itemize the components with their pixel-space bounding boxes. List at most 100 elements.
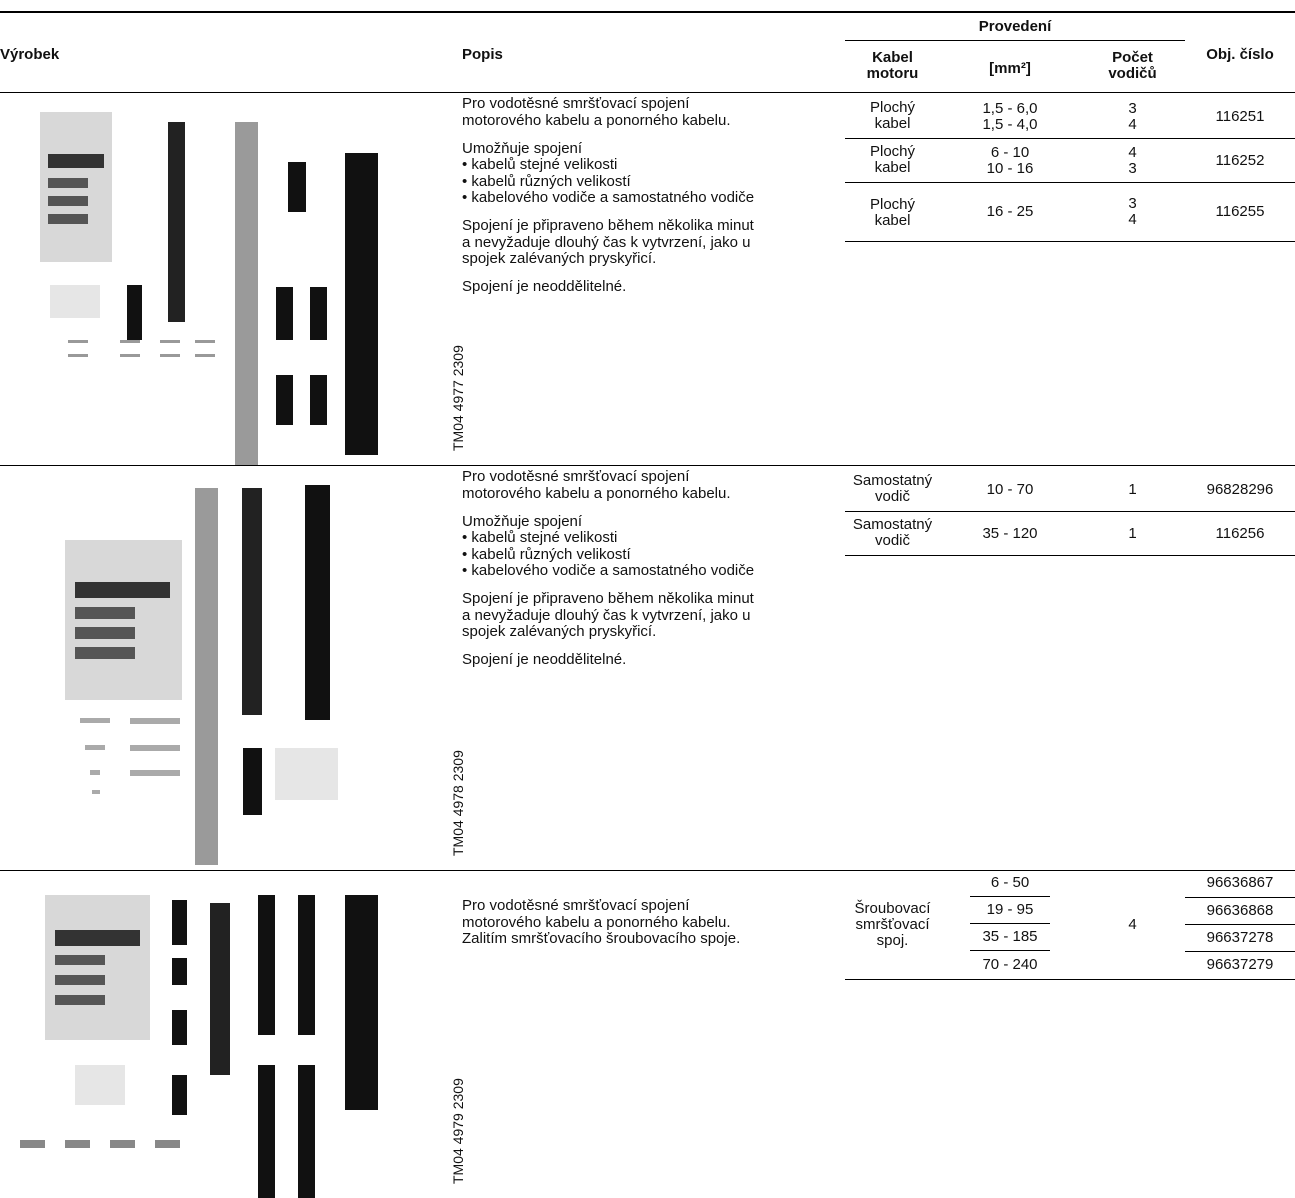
paragraph: Umožňuje spojení • kabelů stejné velikost… [462, 513, 852, 580]
product-part [243, 748, 262, 815]
group-rule [845, 40, 1185, 41]
variants-body: Šroubovací smršťovací spoj. 6 - 50 4 96636867… [845, 870, 1295, 980]
column-header: Popis [462, 46, 503, 63]
product-part [276, 287, 293, 340]
variant-row: Samostatný vodič 35 - 120 1 116256 [845, 511, 1295, 556]
section-cell: 10 - 70 [940, 468, 1080, 512]
section-cell: 16 - 25 [940, 182, 1080, 242]
column-header: Počet vodičů [1108, 49, 1157, 82]
variant-row: 19 - 95 96636868 [845, 897, 1295, 925]
product-part [235, 122, 258, 465]
description-line: motorového kabelu a ponorného kabelu. [462, 111, 731, 129]
cable-cell: Samostatný vodič [845, 468, 940, 512]
product-part [50, 285, 100, 318]
order-number: 96636867 [1185, 870, 1295, 898]
order-number: 96637278 [1185, 924, 1295, 952]
product-part [130, 770, 180, 776]
product-part [55, 995, 105, 1005]
description: Pro vodotěsné smršťovací spojení motorové… [462, 897, 852, 959]
product-part [160, 340, 180, 343]
description-line: • kabelového vodiče a samostatného vodič… [462, 189, 755, 206]
column-header: Kabel motoru [866, 49, 919, 82]
product-part [195, 340, 215, 343]
column-header: [mm²] [989, 60, 1031, 77]
description-line: Spojení je připraveno během několika min… [462, 590, 754, 607]
product-image: TM04 4978 2309 [65, 485, 466, 865]
description-line: a nevyžaduje dlouhý čas k vytvrzení, jak… [462, 606, 751, 624]
description-line: Spojení je připraveno během několika min… [462, 217, 754, 234]
cell-line: Samostatný [852, 516, 933, 533]
image-code: TM04 4979 2309 [450, 1078, 466, 1184]
product-part [55, 955, 105, 965]
section-cell: 19 - 95 [940, 897, 1080, 924]
description-line: motorového kabelu a ponorného kabelu. [462, 484, 731, 502]
variants-table: Plochý kabel 1,5 - 6,0 1,5 - 4,0 3 4 116251 Plo… [845, 95, 1295, 242]
paragraph: Pro vodotěsné smršťovací spojení motorové… [462, 95, 852, 129]
product-part [55, 975, 105, 985]
section-cell: 35 - 185 [940, 924, 1080, 951]
cell-line: 4 [1128, 143, 1137, 161]
cell-line: kabel [874, 159, 911, 176]
product-part [55, 930, 140, 946]
product-part [345, 895, 378, 1110]
cell-line: 10 - 16 [986, 159, 1034, 177]
order-number: 116252 [1185, 138, 1295, 183]
product-part [130, 745, 180, 751]
paragraph: Umožňuje spojení • kabelů stejné velikost… [462, 140, 852, 207]
cell-line: 4 [1128, 915, 1137, 933]
cell-line: 35 - 120 [982, 524, 1038, 542]
cell-line: Plochý [869, 99, 916, 116]
section-cell: 6 - 50 [940, 870, 1080, 897]
paragraph: Spojení je neoddělitelné. [462, 278, 852, 296]
row-rule [0, 465, 1295, 466]
description-line: • kabelů různých velikostí [462, 545, 631, 563]
cell-line: 10 - 70 [986, 480, 1034, 498]
product-part [242, 488, 262, 715]
order-number: 96828296 [1185, 468, 1295, 512]
product-part [120, 354, 140, 357]
paragraph: Spojení je neoddělitelné. [462, 651, 852, 669]
product-part [75, 1065, 125, 1105]
paragraph: Spojení je připraveno během několika min… [462, 217, 852, 268]
row-rule [0, 870, 1295, 871]
product-part [298, 895, 315, 1035]
product-part [210, 903, 230, 1075]
product-part [310, 375, 327, 425]
cell-line: Plochý [869, 143, 916, 160]
order-number: 96636868 [1185, 897, 1295, 925]
product-part [345, 153, 378, 455]
section-cell: 6 - 10 10 - 16 [940, 138, 1080, 183]
cell-line: 1 [1128, 480, 1137, 498]
cell-line: 1,5 - 6,0 [982, 99, 1038, 117]
product-part [65, 1140, 90, 1148]
cell-line: Samostatný [852, 472, 933, 489]
product-part [258, 895, 275, 1035]
paragraph: Pro vodotěsné smršťovací spojení motorové… [462, 897, 852, 948]
description-line: • kabelů stejné velikosti [462, 156, 618, 173]
variant-row: Plochý kabel 16 - 25 3 4 116255 [845, 182, 1295, 242]
cell-line: kabel [874, 115, 911, 132]
cable-cell: Samostatný vodič [845, 511, 940, 556]
order-number: 116251 [1185, 95, 1295, 139]
cell-line: spoj. [876, 931, 909, 949]
description-line: a nevyžaduje dlouhý čas k vytvrzení, jak… [462, 233, 751, 251]
cell-line: 70 - 240 [982, 956, 1038, 973]
product-part [155, 1140, 180, 1148]
section-cell: 70 - 240 [940, 951, 1080, 980]
description: Pro vodotěsné smršťovací spojení motorové… [462, 95, 852, 307]
product-part [65, 540, 182, 700]
variant-row: Plochý kabel 1,5 - 6,0 1,5 - 4,0 3 4 116251 [845, 95, 1295, 139]
variants-body: Plochý kabel 1,5 - 6,0 1,5 - 4,0 3 4 116251 Plo… [845, 95, 1295, 242]
product-part [172, 1075, 187, 1115]
order-number: 96637279 [1185, 951, 1295, 980]
product-part [75, 607, 135, 619]
description-line: Spojení je neoddělitelné. [462, 651, 627, 668]
cell-line: 3 [1128, 195, 1137, 212]
cell-line: kabel [874, 212, 911, 229]
description-line: • kabelů různých velikostí [462, 172, 631, 190]
description-line: Zalitím smršťovacího šroubovacího spoje. [462, 930, 741, 947]
cell-line: 35 - 185 [970, 929, 1050, 951]
description-line: motorového kabelu a ponorného kabelu. [462, 913, 731, 931]
column-header: Výrobek [0, 46, 60, 63]
